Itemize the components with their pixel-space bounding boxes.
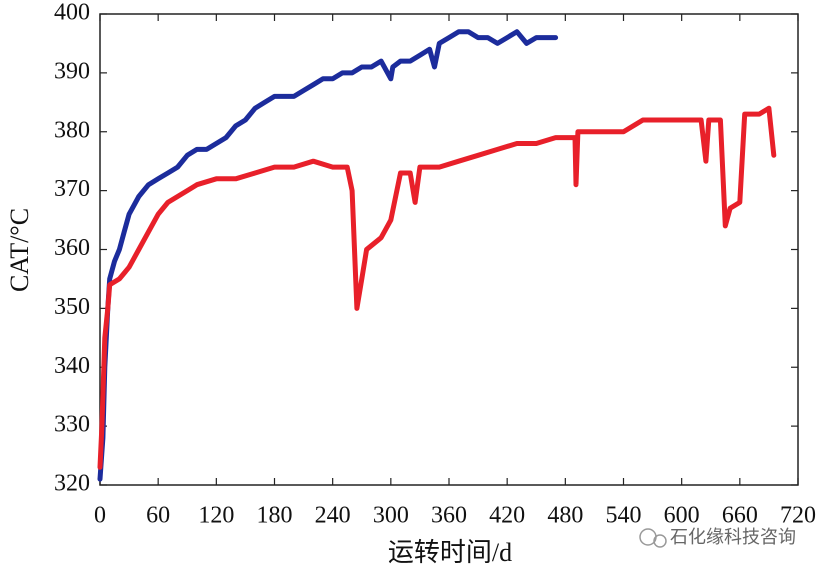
plot-frame (99, 13, 799, 486)
x-tick-label: 240 (315, 503, 351, 529)
x-tick-label: 600 (664, 503, 700, 529)
y-tick-label: 320 (54, 471, 90, 497)
y-tick-label: 380 (54, 117, 90, 143)
x-axis-label: 运转时间/d (388, 538, 512, 567)
x-tick-label: 180 (257, 503, 293, 529)
y-tick-label: 370 (54, 176, 90, 202)
x-tick-label: 120 (198, 503, 234, 529)
x-tick-label: 0 (94, 503, 106, 529)
watermark-group: 石化缘科技咨询 (639, 527, 796, 548)
x-tick-label: 540 (606, 503, 642, 529)
series-line (97, 29, 559, 482)
x-tick-label: 660 (722, 503, 758, 529)
x-tick-label: 420 (489, 503, 525, 529)
x-tick-label: 480 (547, 503, 583, 529)
y-axis-label: CAT/°C (5, 208, 34, 292)
y-tick-label: 360 (54, 235, 90, 261)
y-tick-label: 400 (54, 0, 90, 26)
x-tick-label: 60 (146, 503, 170, 529)
x-tick-label: 300 (373, 503, 409, 529)
x-tick-label: 720 (780, 503, 816, 529)
series-line (97, 105, 777, 470)
y-tick-label: 340 (54, 353, 90, 379)
y-tick-label: 390 (54, 58, 90, 84)
x-tick-label: 360 (431, 503, 467, 529)
y-tick-label: 330 (54, 412, 90, 438)
y-tick-label: 350 (54, 294, 90, 320)
watermark: 石化缘科技咨询 (670, 527, 796, 548)
watermark-icon (653, 534, 667, 548)
